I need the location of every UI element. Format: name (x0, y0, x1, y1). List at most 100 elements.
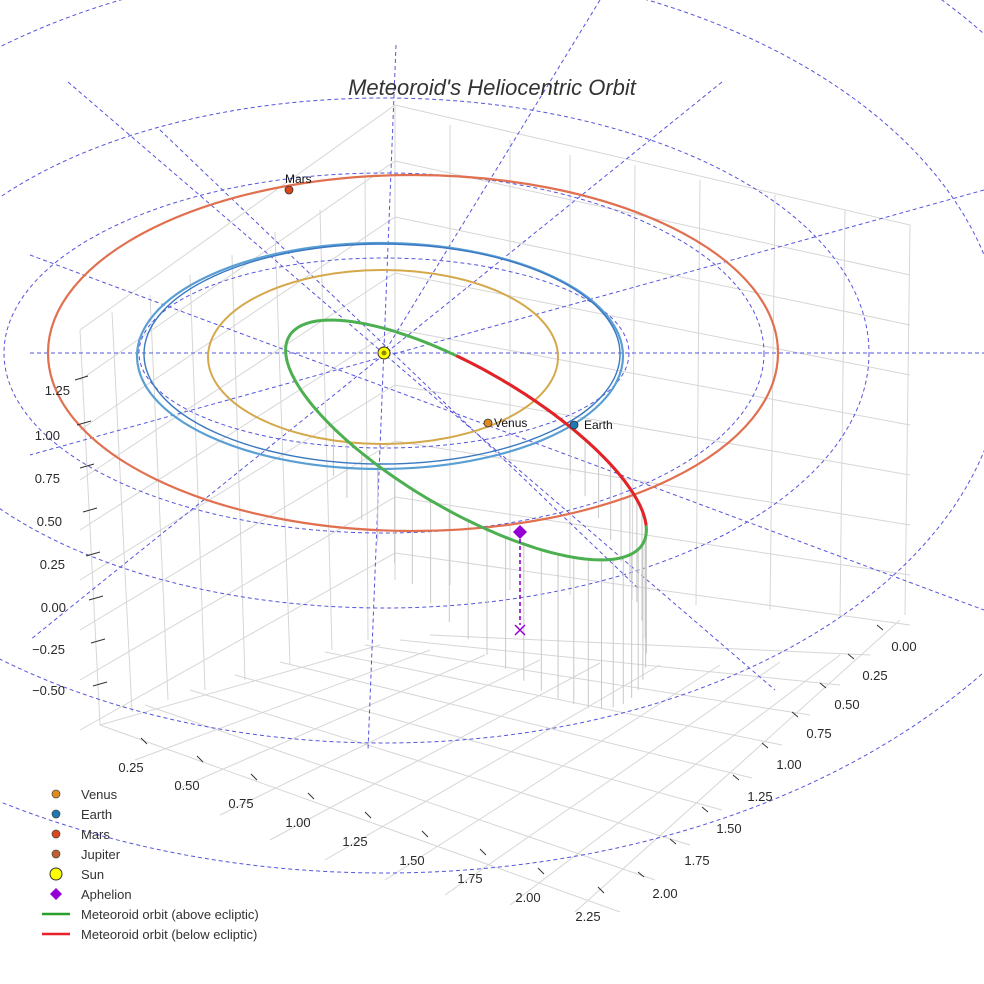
y-tick-mark (597, 886, 605, 894)
z-tick-label: −0.50 (32, 683, 65, 698)
mars-orbit (46, 173, 780, 533)
mars-marker (284, 185, 294, 195)
grid-line (399, 639, 841, 686)
x-tick-label: 0.00 (891, 639, 916, 654)
x-tick-mark (761, 742, 769, 749)
grid-line (79, 440, 396, 631)
grid-line (79, 216, 396, 431)
x-tick-label: 1.25 (747, 789, 772, 804)
y-tick-mark (250, 773, 258, 781)
z-tick-label: 0.75 (35, 471, 60, 486)
axis-ticks: 1.25 1.00 0.75 0.50 0.25 0.00 −0.25 −0.50 0.25 0.… (32, 375, 917, 924)
grid-line (364, 644, 811, 716)
z-tick-mark (76, 420, 92, 426)
grid-line (394, 104, 911, 226)
grid-line (234, 674, 723, 811)
grid-line (189, 689, 691, 846)
ecliptic-polar-grid (0, 0, 984, 874)
z-tick-label: 0.50 (37, 514, 62, 529)
grid-line (79, 272, 396, 481)
grid-line (444, 661, 781, 896)
grid-line (394, 272, 911, 376)
grid-line (111, 311, 133, 713)
grid-line (324, 651, 783, 746)
grid-line (769, 194, 776, 611)
grid-line (79, 160, 396, 381)
legend-swatch (49, 867, 63, 881)
z-tick-label: 0.25 (40, 557, 65, 572)
grid-line (394, 216, 911, 326)
y-tick-label: 2.25 (575, 909, 600, 924)
grid-line (144, 704, 656, 881)
grid-line (384, 664, 721, 881)
z-tick-label: 1.25 (45, 383, 70, 398)
earth-orbit-inner (143, 243, 621, 465)
z-tick-label: 1.00 (35, 428, 60, 443)
venus-label: Venus (494, 416, 527, 430)
grid-line (279, 661, 753, 779)
y-tick-label: 0.25 (118, 760, 143, 775)
z-tick-mark (79, 463, 95, 469)
x-tick-mark (732, 774, 740, 781)
y-tick-mark (364, 811, 372, 819)
polar-spoke (67, 81, 776, 691)
grid-line (79, 104, 396, 331)
x-tick-mark (819, 682, 827, 689)
venus-orbit (207, 269, 559, 445)
grid-line (79, 496, 396, 681)
y-tick-mark (421, 830, 429, 838)
polar-ring (0, 97, 870, 609)
markers: Venus Earth Mars (284, 172, 613, 636)
z-tick-label: −0.25 (32, 642, 65, 657)
grid-line (79, 384, 396, 581)
grid-line (695, 179, 701, 606)
polar-spoke (29, 81, 723, 641)
y-tick-mark (479, 848, 487, 856)
mars-label: Mars (285, 172, 312, 186)
z-tick-mark (92, 681, 108, 687)
sun-core (381, 350, 387, 356)
x-tick-mark (637, 871, 645, 878)
grid-line (904, 224, 911, 616)
grid-line (509, 654, 841, 906)
legend: Venus Earth Mars Jupiter Sun Aphelion Meteoroi… (42, 787, 259, 942)
legend-label: Aphelion (81, 887, 132, 902)
grid-line (174, 654, 486, 791)
x-tick-mark (701, 806, 709, 813)
legend-swatch (50, 888, 62, 900)
legend-label: Jupiter (81, 847, 121, 862)
y-tick-label: 0.75 (228, 796, 253, 811)
grid-line (99, 644, 381, 726)
grid-line (134, 649, 431, 761)
grid-line (364, 169, 369, 641)
grid-line (394, 552, 911, 626)
x-tick-mark (669, 838, 677, 845)
y-tick-label: 1.75 (457, 871, 482, 886)
grid-line (394, 384, 911, 476)
x-tick-mark (847, 653, 855, 660)
y-tick-label: 2.00 (515, 890, 540, 905)
z-tick-mark (85, 551, 101, 557)
grid-line (631, 164, 636, 601)
grid-line (189, 274, 206, 691)
meteoroid-orbit-below (455, 354, 648, 526)
y-tick-mark (537, 867, 545, 875)
earth-marker (569, 420, 579, 430)
grid-line (319, 209, 333, 651)
x-tick-label: 1.00 (776, 757, 801, 772)
legend-label: Mars (81, 827, 110, 842)
meteoroid-orbit-above (284, 318, 648, 562)
legend-label: Venus (81, 787, 118, 802)
earth-label: Earth (584, 418, 613, 432)
legend-swatch (51, 829, 61, 839)
y-tick-label: 1.00 (285, 815, 310, 830)
grid-line (429, 634, 871, 656)
legend-label: Sun (81, 867, 104, 882)
legend-label: Meteoroid orbit (below ecliptic) (81, 927, 257, 942)
grid-line (394, 328, 911, 426)
polar-ring (3, 172, 765, 534)
venus-marker (483, 418, 493, 428)
grid-line (79, 329, 101, 726)
grid-line (269, 662, 601, 841)
grid-line (274, 231, 291, 666)
